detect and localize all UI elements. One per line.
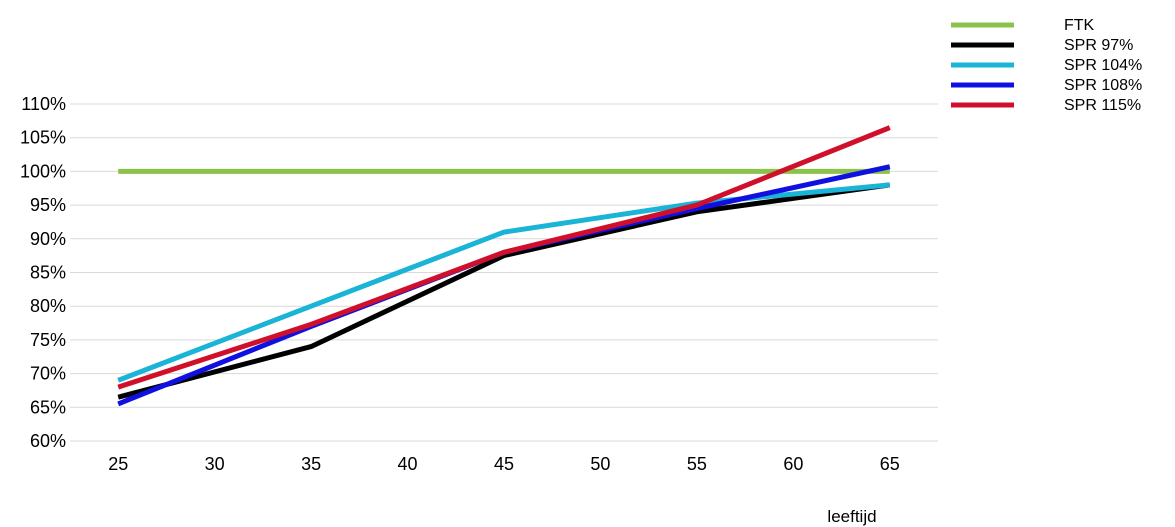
series-line-1: [117, 182, 891, 400]
x-tick-label: 55: [687, 454, 707, 474]
y-tick-label: 80%: [30, 296, 66, 316]
grid-lines: [70, 103, 938, 442]
x-tick-label: 30: [205, 454, 225, 474]
y-tick-label: 95%: [30, 195, 66, 215]
series-lines: [117, 125, 891, 407]
y-tick-label: 65%: [30, 397, 66, 417]
legend-label-2: SPR 104%: [1064, 57, 1142, 74]
y-tick-label: 85%: [30, 263, 66, 283]
y-tick-label: 90%: [30, 229, 66, 249]
x-axis-ticks: 25 30 35 40 45 50 55 60 65: [108, 454, 900, 474]
x-tick-label: 35: [301, 454, 321, 474]
legend-label-1: SPR 97%: [1064, 37, 1133, 54]
y-tick-label: 105%: [20, 128, 66, 148]
x-tick-label: 50: [590, 454, 610, 474]
y-tick-label: 100%: [20, 161, 66, 181]
legend: FTK SPR 97% SPR 104% SPR 108% SPR 115%: [951, 17, 1142, 114]
legend-label-0: FTK: [1064, 17, 1095, 34]
x-tick-label: 40: [398, 454, 418, 474]
y-tick-label: 110%: [21, 94, 66, 114]
x-tick-label: 65: [880, 454, 900, 474]
x-axis-label: leeftijd: [827, 507, 876, 526]
x-tick-label: 45: [494, 454, 514, 474]
x-tick-label: 60: [783, 454, 803, 474]
legend-label-4: SPR 115%: [1064, 97, 1141, 114]
y-tick-label: 60%: [30, 431, 66, 451]
legend-label-3: SPR 108%: [1064, 77, 1142, 94]
series-line-4: [117, 125, 891, 390]
y-tick-label: 75%: [30, 330, 66, 350]
x-tick-label: 25: [108, 454, 128, 474]
y-tick-label: 70%: [30, 364, 66, 384]
y-axis-ticks: 60% 65% 70% 75% 80% 85% 90% 95% 100% 105% 110%: [20, 94, 66, 451]
